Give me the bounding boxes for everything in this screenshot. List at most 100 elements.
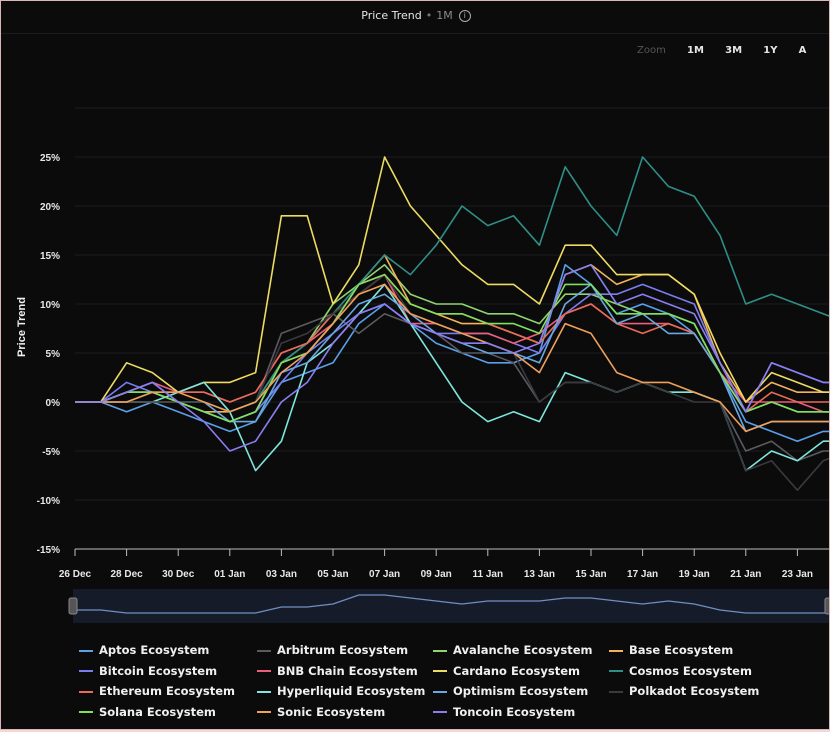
x-tick-label: 30 Dec <box>162 569 195 580</box>
y-tick-label: -5% <box>42 447 60 458</box>
legend-item[interactable]: Solana Ecosystem <box>79 705 216 719</box>
navigator-right-handle[interactable] <box>824 597 830 615</box>
legend-label: Cosmos Ecosystem <box>629 663 752 678</box>
series-line <box>75 273 829 413</box>
legend-label: BNB Chain Ecosystem <box>277 663 418 678</box>
legend-item[interactable]: Arbitrum Ecosystem <box>257 643 408 657</box>
range-navigator[interactable] <box>68 589 830 623</box>
legend-label: Bitcoin Ecosystem <box>99 663 218 678</box>
legend-item[interactable]: Polkadot Ecosystem <box>609 684 759 698</box>
x-tick-label: 21 Jan <box>730 569 761 580</box>
legend-swatch-icon <box>433 690 447 693</box>
legend-swatch-icon <box>79 711 93 713</box>
x-tick-label: 15 Jan <box>575 569 606 580</box>
legend-label: Base Ecosystem <box>629 643 734 657</box>
y-tick-label: 25% <box>40 153 60 164</box>
series-line <box>75 273 829 413</box>
chart-title: Price Trend <box>361 9 422 22</box>
legend-swatch-icon <box>79 670 93 672</box>
x-tick-label: 05 Jan <box>317 569 348 580</box>
legend-item[interactable]: Cosmos Ecosystem <box>609 664 752 678</box>
legend-swatch-icon <box>257 649 271 652</box>
legend-label: Avalanche Ecosystem <box>453 643 593 657</box>
legend-label: Arbitrum Ecosystem <box>277 643 409 657</box>
x-tick-label: 17 Jan <box>627 569 658 580</box>
legend-item[interactable]: Avalanche Ecosystem <box>433 643 592 657</box>
navigator-track <box>73 589 829 623</box>
legend-item[interactable]: BNB Chain Ecosystem <box>257 664 418 678</box>
info-icon[interactable]: i <box>458 10 471 22</box>
legend-swatch-icon <box>433 670 447 672</box>
y-tick-label: 10% <box>40 300 60 311</box>
legend-swatch-icon <box>609 649 623 652</box>
legend-item[interactable]: Hyperliquid Ecosystem <box>257 684 425 698</box>
legend-item[interactable]: Bitcoin Ecosystem <box>79 664 217 678</box>
grid <box>75 107 829 550</box>
y-tick-label: -15% <box>37 545 60 556</box>
legend-label: Toncoin Ecosystem <box>453 704 576 719</box>
x-tick-label: 03 Jan <box>266 569 297 580</box>
legend-label: Hyperliquid Ecosystem <box>277 684 426 698</box>
series-line <box>75 283 829 472</box>
legend-swatch-icon <box>609 690 623 693</box>
series-lines <box>75 156 829 492</box>
y-tick-label: -10% <box>37 496 60 507</box>
x-tick-label: 13 Jan <box>524 569 555 580</box>
zoom-1y-button[interactable]: 1Y <box>763 45 778 56</box>
legend-label: Aptos Ecosystem <box>99 643 210 657</box>
legend-swatch-icon <box>433 711 447 713</box>
legend-item[interactable]: Toncoin Ecosystem <box>433 705 575 719</box>
y-tick-label: 15% <box>40 251 60 262</box>
legend-item[interactable]: Cardano Ecosystem <box>433 664 580 678</box>
y-axis-label: Price Trend <box>16 297 28 357</box>
y-axis: 25% 20% 15% 10% 5% 0% -5% -10% -15% <box>37 153 60 556</box>
y-tick-label: 20% <box>40 202 60 213</box>
legend-item[interactable]: Sonic Ecosystem <box>257 705 385 719</box>
legend-swatch-icon <box>257 690 271 693</box>
zoom-1m-button[interactable]: 1M <box>687 45 704 56</box>
y-tick-label: 0% <box>46 398 61 409</box>
series-line <box>75 263 829 423</box>
legend-label: Solana Ecosystem <box>99 704 216 719</box>
chart-title-bar: Price Trend • 1M i <box>1 9 829 22</box>
zoom-all-button[interactable]: A <box>798 45 807 56</box>
x-tick-label: 11 Jan <box>473 569 504 580</box>
zoom-3m-button[interactable]: 3M <box>725 45 743 56</box>
legend-swatch-icon <box>257 711 271 713</box>
legend-label: Polkadot Ecosystem <box>629 684 760 698</box>
x-tick-label: 01 Jan <box>214 569 245 580</box>
period-label: 1M <box>436 9 453 22</box>
series-line <box>75 263 829 452</box>
x-tick-label: 28 Dec <box>110 569 143 580</box>
series-line <box>75 156 829 413</box>
legend-item[interactable]: Ethereum Ecosystem <box>79 684 235 698</box>
zoom-label: Zoom <box>637 45 666 56</box>
x-tick-label: 23 Jan <box>782 569 813 580</box>
legend-swatch-icon <box>257 670 271 672</box>
navigator-left-handle[interactable] <box>68 597 78 615</box>
legend-item[interactable]: Optimism Ecosystem <box>433 684 588 698</box>
legend-label: Optimism Ecosystem <box>453 684 589 698</box>
zoom-controls: Zoom 1M 3M 1Y A <box>637 45 806 56</box>
legend-swatch-icon <box>79 649 93 652</box>
legend-swatch-icon <box>79 690 93 693</box>
x-tick-label: 19 Jan <box>679 569 710 580</box>
series-line <box>75 273 829 423</box>
legend-item[interactable]: Aptos Ecosystem <box>79 643 209 657</box>
legend-item[interactable]: Base Ecosystem <box>609 643 733 657</box>
x-axis: 26 Dec 28 Dec 30 Dec 01 Jan 03 Jan 05 Jan 07 J… <box>59 548 829 580</box>
chart-header: Price Trend • 1M i <box>1 1 829 34</box>
legend-label: Cardano Ecosystem <box>453 663 580 678</box>
legend-label: Ethereum Ecosystem <box>99 684 236 698</box>
legend-swatch-icon <box>609 670 623 672</box>
navigator-line <box>75 594 829 614</box>
x-tick-label: 09 Jan <box>421 569 452 580</box>
legend-swatch-icon <box>433 649 447 652</box>
legend-label: Sonic Ecosystem <box>277 704 386 719</box>
x-tick-label: 07 Jan <box>369 569 400 580</box>
series-line <box>75 273 829 492</box>
x-tick-label: 26 Dec <box>59 569 92 580</box>
